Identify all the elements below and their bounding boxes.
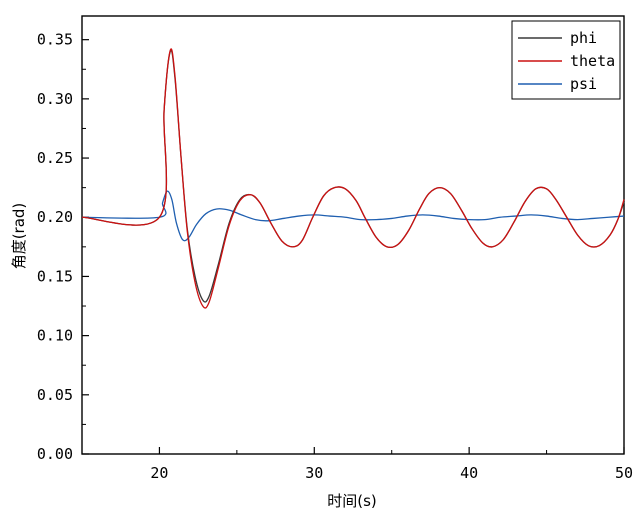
x-tick-label: 40 (460, 464, 478, 482)
plot-frame (81, 15, 625, 455)
legend-box (511, 20, 621, 100)
legend-items: phi theta psi (518, 29, 615, 93)
series-line-psi (81, 190, 625, 242)
x-tick-label: 20 (150, 464, 168, 482)
series-lines (81, 48, 625, 309)
y-tick-label: 0.15 (37, 267, 73, 285)
y-tick-label: 0.20 (37, 208, 73, 226)
x-axis-title: 时间(s) (327, 492, 377, 510)
y-tick-label: 0.30 (37, 90, 73, 108)
series-line-theta (81, 48, 625, 309)
legend: phi theta psi (511, 20, 621, 100)
y-tick-label: 0.25 (37, 149, 73, 167)
legend-label-psi: psi (570, 75, 597, 93)
y-tick-label: 0.05 (37, 386, 73, 404)
axis-ticks: 0.00 0.05 0.10 0.15 0.20 0.25 0.30 0.35 20 30 40 50 (37, 31, 633, 482)
legend-label-theta: theta (570, 52, 615, 70)
legend-label-phi: phi (570, 29, 597, 47)
y-tick-label: 0.00 (37, 445, 73, 463)
y-tick-label: 0.10 (37, 327, 73, 345)
y-axis-title: 角度(rad) (10, 203, 28, 270)
x-tick-label: 50 (615, 464, 633, 482)
y-tick-label: 0.35 (37, 31, 73, 49)
x-tick-label: 30 (305, 464, 323, 482)
